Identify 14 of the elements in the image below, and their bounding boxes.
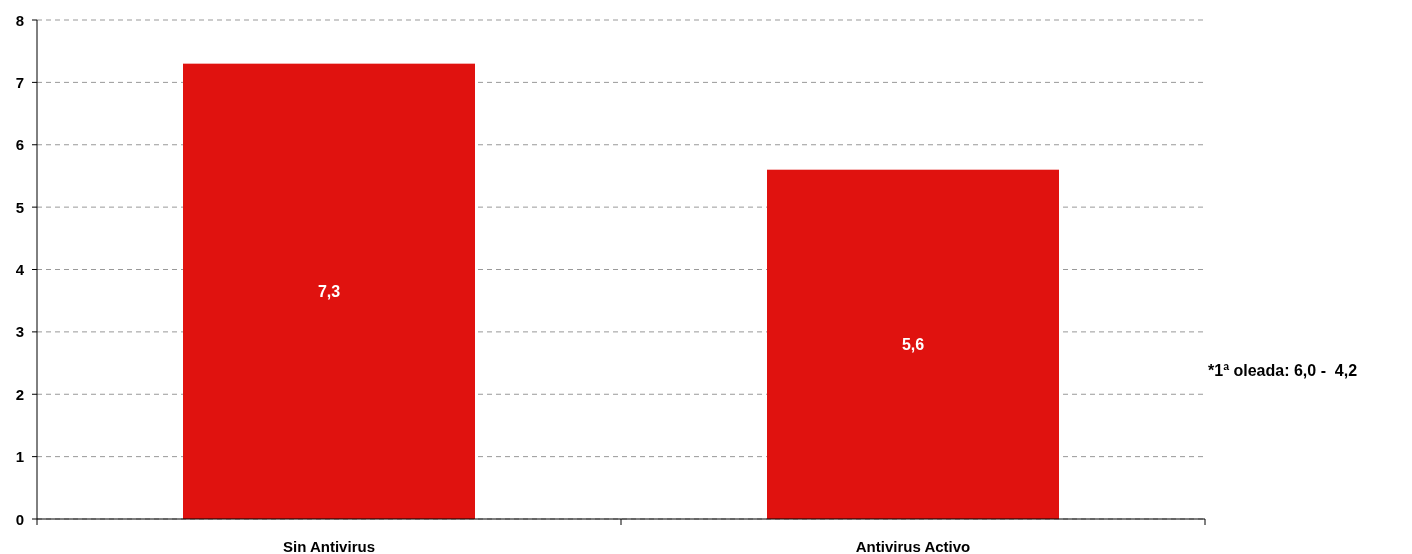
y-tick-label: 8 — [15, 11, 24, 29]
y-tick-label: 4 — [15, 261, 25, 278]
x-tick-label: Sin Antivirus — [283, 537, 375, 554]
y-tick-label: 0 — [15, 510, 24, 528]
y-tick-label: 2 — [15, 385, 24, 403]
y-tick-label: 7 — [15, 73, 24, 91]
y-tick-label: 5 — [15, 198, 24, 216]
y-tick-label: 1 — [15, 448, 24, 466]
y-tick-label: 3 — [15, 323, 24, 341]
data-label: 5,6 — [901, 335, 925, 353]
y-tick-label: 6 — [15, 136, 24, 154]
x-tick-label: Antivirus Activo — [855, 537, 971, 554]
data-label: 7,3 — [317, 282, 341, 300]
text: *1ª oleada: 6,0 - 4,2 — [1208, 362, 1358, 379]
